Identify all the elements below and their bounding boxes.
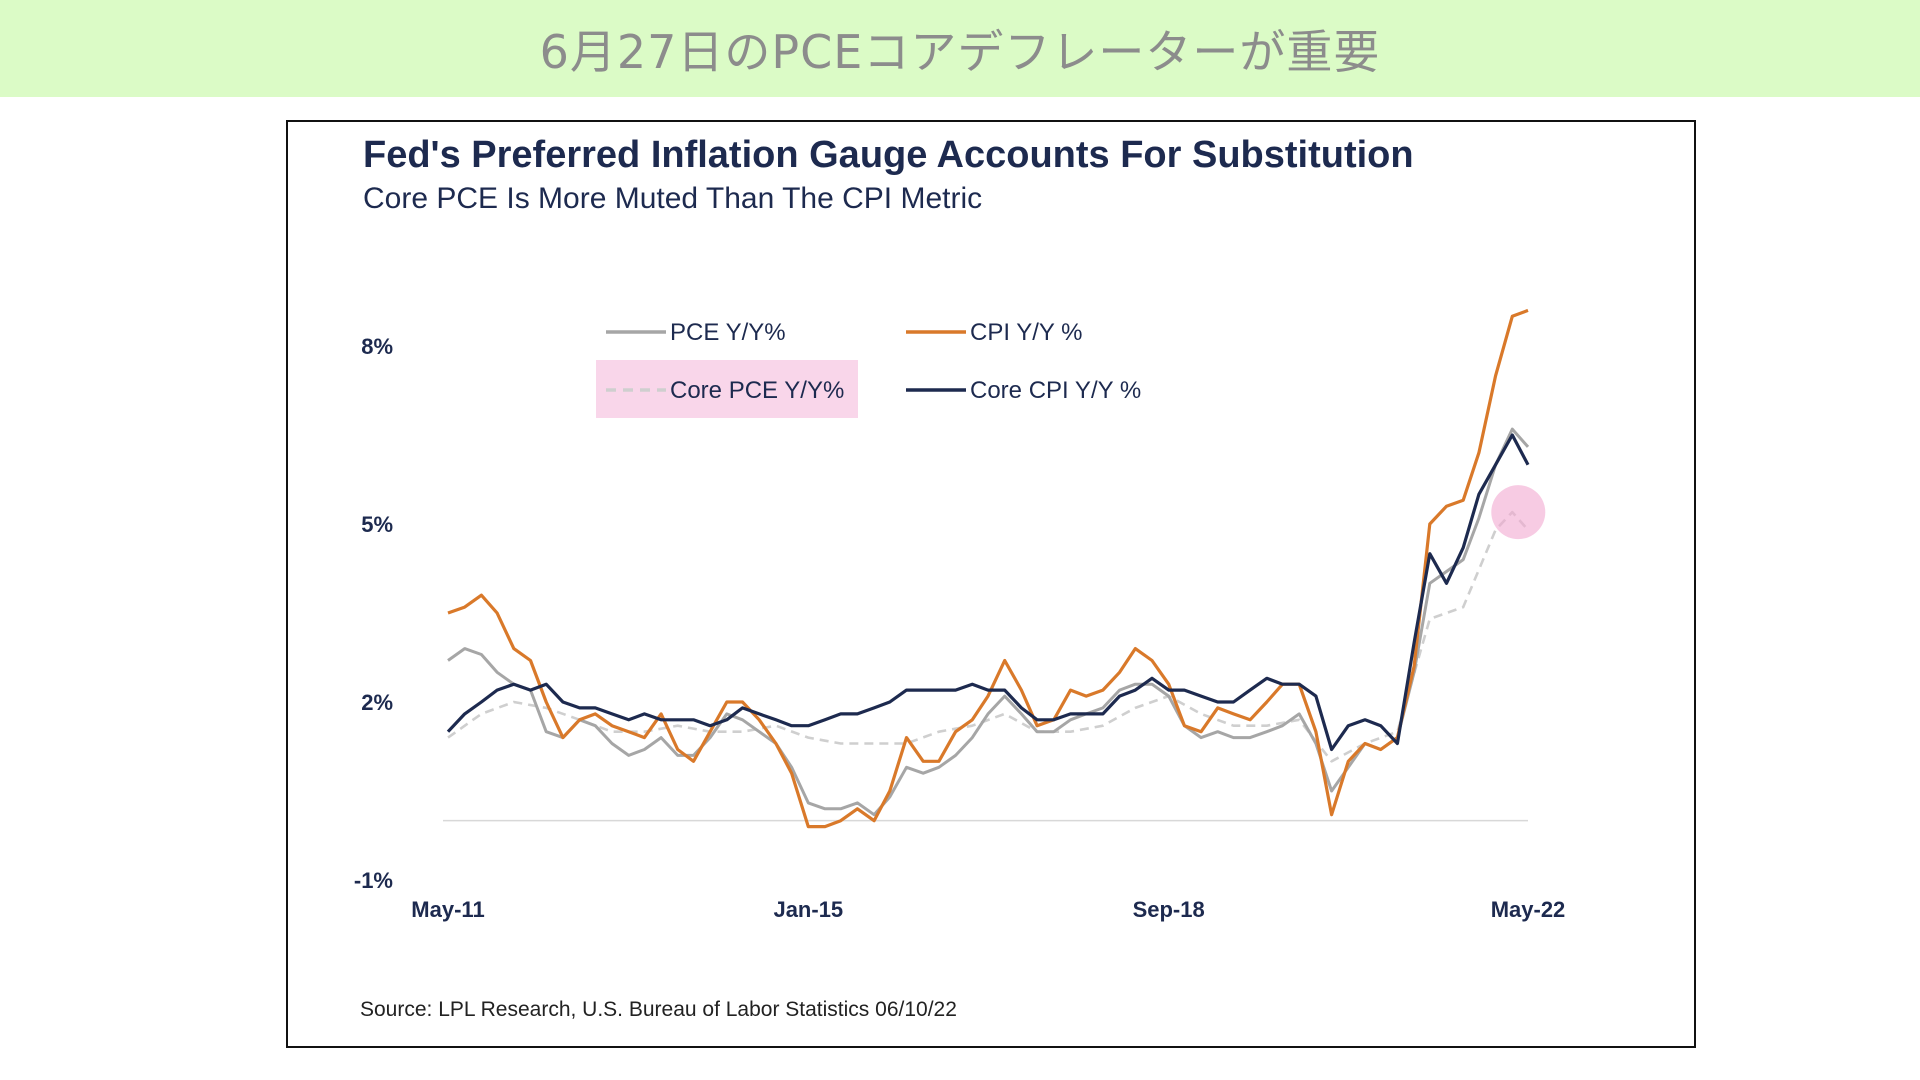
chart-title: Fed's Preferred Inflation Gauge Accounts…	[363, 134, 1414, 176]
banner-title: 6月27日のPCEコアデフレーターが重要	[539, 24, 1381, 79]
chart-source: Source: LPL Research, U.S. Bureau of Lab…	[360, 998, 957, 1021]
legend-label-cpi: CPI Y/Y %	[970, 319, 1083, 346]
series-line-pce	[447, 427, 1530, 817]
series-line-cpi	[447, 308, 1529, 829]
x-tick-label: Jan-15	[773, 897, 843, 922]
x-tick-label: May-11	[411, 897, 484, 922]
x-tick-label: Sep-18	[1133, 897, 1205, 922]
series-line-core-pce	[447, 510, 1529, 763]
legend-highlight	[596, 360, 858, 418]
x-tick-label: May-22	[1491, 897, 1566, 922]
banner: 6月27日のPCEコアデフレーターが重要	[0, 0, 1920, 97]
highlight-marker	[1491, 485, 1546, 540]
y-tick-label: 5%	[361, 512, 393, 537]
series-line-core-cpi	[446, 433, 1530, 752]
legend-label-core-cpi: Core CPI Y/Y %	[970, 377, 1141, 404]
y-tick-label: -1%	[354, 868, 393, 893]
legend-label-core-pce: Core PCE Y/Y%	[670, 377, 844, 404]
chart-frame: Fed's Preferred Inflation Gauge Accounts…	[286, 120, 1696, 1048]
y-tick-label: 2%	[361, 690, 393, 715]
line-chart: 8% 5% 2% -1% May-11 Jan-15 Sep-18 May-22 PCE Y/Y…	[354, 308, 1566, 922]
y-tick-label: 8%	[361, 334, 393, 359]
legend-label-pce: PCE Y/Y%	[670, 319, 786, 346]
chart-subtitle: Core PCE Is More Muted Than The CPI Metr…	[363, 182, 983, 215]
